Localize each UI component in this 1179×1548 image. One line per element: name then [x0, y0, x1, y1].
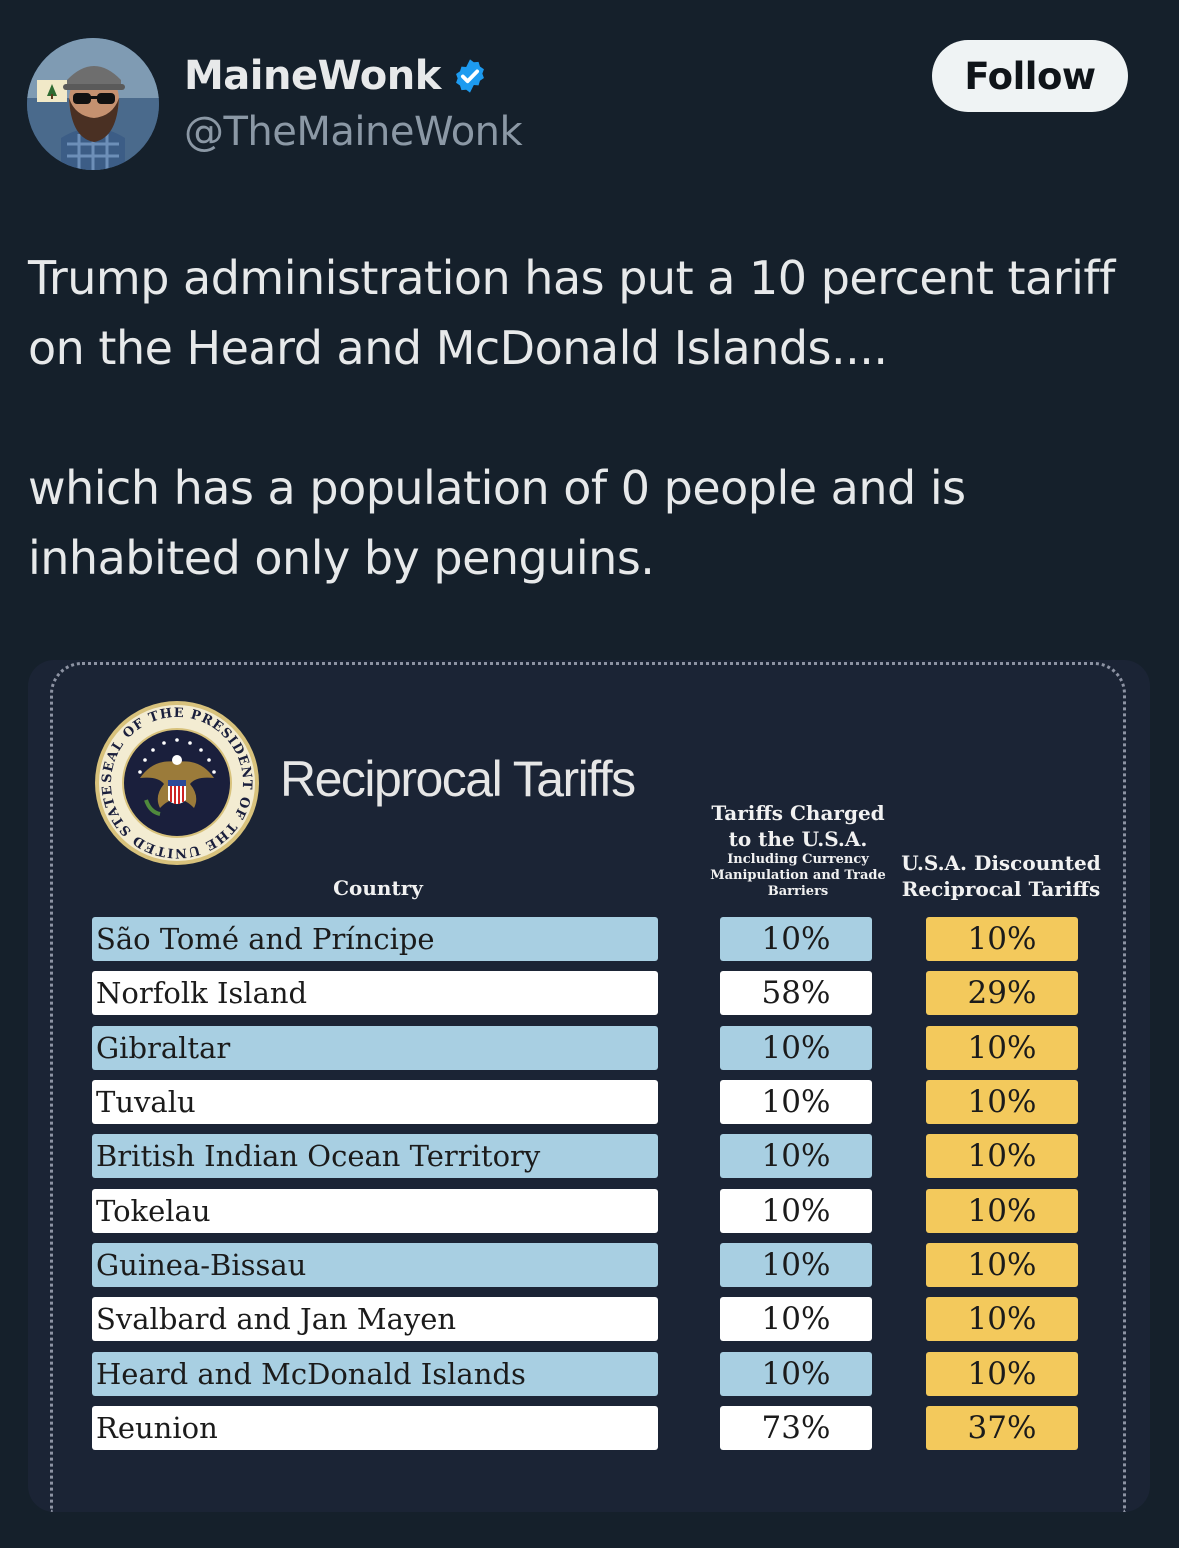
column-header-charged-main: Tariffs Charged to the U.S.A.	[711, 801, 885, 851]
avatar[interactable]	[27, 38, 159, 170]
discounted-cell: 10%	[926, 1243, 1078, 1287]
table-row: British Indian Ocean Territory 10% 10%	[92, 1134, 1082, 1178]
country-cell: Tuvalu	[92, 1080, 658, 1124]
column-header-tariffs-charged: Tariffs Charged to the U.S.A. Including …	[698, 800, 898, 900]
country-cell: Gibraltar	[92, 1026, 658, 1070]
column-header-charged-sub: Including Currency Manipulation and Trad…	[710, 852, 886, 899]
discounted-cell: 10%	[926, 1026, 1078, 1070]
author-handle[interactable]: @TheMaineWonk	[184, 109, 523, 155]
country-cell: Guinea-Bissau	[92, 1243, 658, 1287]
author-name-text[interactable]: MaineWonk	[184, 53, 441, 99]
table-row: Svalbard and Jan Mayen 10% 10%	[92, 1297, 1082, 1341]
follow-button[interactable]: Follow	[932, 40, 1128, 112]
discounted-cell: 10%	[926, 1189, 1078, 1233]
verified-badge-icon	[455, 59, 484, 93]
discounted-cell: 10%	[926, 1080, 1078, 1124]
country-cell: Svalbard and Jan Mayen	[92, 1297, 658, 1341]
charged-cell: 58%	[720, 971, 872, 1015]
table-row: Reunion 73% 37%	[92, 1406, 1082, 1450]
discounted-cell: 10%	[926, 1352, 1078, 1396]
profile-photo-icon	[27, 38, 159, 170]
column-header-country: Country	[333, 876, 423, 900]
charged-cell: 10%	[720, 1134, 872, 1178]
tweet-text-line: inhabited only by penguins.	[28, 531, 655, 585]
charged-cell: 10%	[720, 1080, 872, 1124]
table-row: São Tomé and Príncipe 10% 10%	[92, 917, 1082, 961]
country-cell: Norfolk Island	[92, 971, 658, 1015]
charged-cell: 73%	[720, 1406, 872, 1450]
author-display-name[interactable]: MaineWonk	[184, 50, 489, 102]
discounted-cell: 37%	[926, 1406, 1078, 1450]
charged-cell: 10%	[720, 1189, 872, 1233]
country-cell: Tokelau	[92, 1189, 658, 1233]
table-row: Guinea-Bissau 10% 10%	[92, 1243, 1082, 1287]
country-cell: Heard and McDonald Islands	[92, 1352, 658, 1396]
tweet-text-line: which has a population of 0 people and i…	[28, 461, 966, 515]
charged-cell: 10%	[720, 1352, 872, 1396]
charged-cell: 10%	[720, 1026, 872, 1070]
table-row: Tuvalu 10% 10%	[92, 1080, 1082, 1124]
discounted-cell: 10%	[926, 917, 1078, 961]
table-row: Gibraltar 10% 10%	[92, 1026, 1082, 1070]
discounted-cell: 10%	[926, 1297, 1078, 1341]
tweet-text: Trump administration has put a 10 percen…	[28, 243, 1148, 593]
discounted-cell: 29%	[926, 971, 1078, 1015]
chart-title: Reciprocal Tariffs	[280, 751, 636, 807]
country-cell: Reunion	[92, 1406, 658, 1450]
table-row: Norfolk Island 58% 29%	[92, 971, 1082, 1015]
column-header-discounted: U.S.A. Discounted Reciprocal Tariffs	[901, 851, 1101, 901]
discounted-cell: 10%	[926, 1134, 1078, 1178]
tweet-media-image[interactable]: SEAL OF THE PRESIDENT OF THE UNITED STAT…	[28, 660, 1150, 1512]
charged-cell: 10%	[720, 1243, 872, 1287]
charged-cell: 10%	[720, 1297, 872, 1341]
charged-cell: 10%	[720, 917, 872, 961]
country-cell: British Indian Ocean Territory	[92, 1134, 658, 1178]
tweet-text-line: on the Heard and McDonald Islands....	[28, 321, 888, 375]
decorative-border	[50, 662, 1126, 1512]
table-row: Heard and McDonald Islands 10% 10%	[92, 1352, 1082, 1396]
country-cell: São Tomé and Príncipe	[92, 917, 658, 961]
presidential-seal-icon: SEAL OF THE PRESIDENT OF THE UNITED STAT…	[94, 700, 259, 865]
tweet-text-line: Trump administration has put a 10 percen…	[28, 251, 1115, 305]
table-row: Tokelau 10% 10%	[92, 1189, 1082, 1233]
